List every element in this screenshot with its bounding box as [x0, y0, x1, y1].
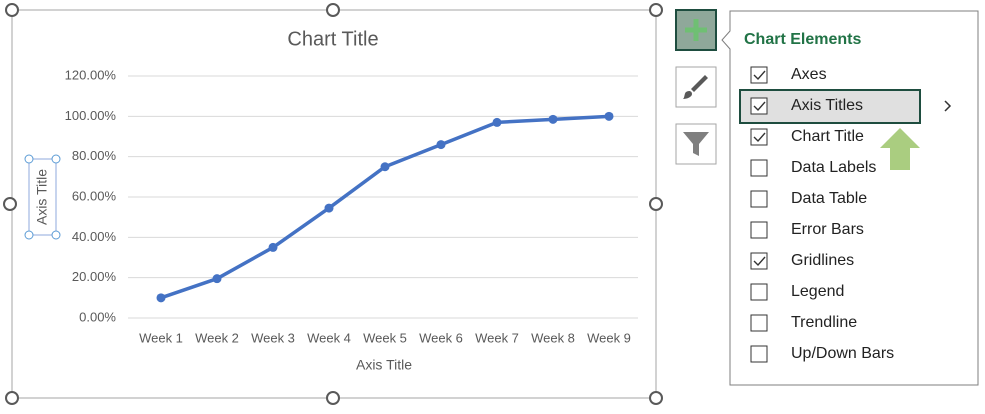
x-tick-label: Week 6: [419, 330, 463, 345]
item-label[interactable]: Trendline: [791, 314, 857, 331]
pointer-arrow: [880, 128, 920, 170]
checkbox[interactable]: [750, 159, 768, 177]
y-tick-label: 100.00%: [65, 108, 117, 123]
item-label[interactable]: Chart Title: [791, 128, 864, 145]
checkmark: [753, 101, 766, 112]
item-label[interactable]: Axis Titles: [791, 97, 863, 114]
plus-icon: [685, 19, 707, 41]
x-tick-label: Week 1: [139, 330, 183, 345]
checkbox[interactable]: [750, 252, 768, 270]
item-label[interactable]: Error Bars: [791, 221, 864, 238]
marker: [436, 140, 446, 150]
item-label[interactable]: Legend: [791, 283, 844, 300]
checkbox[interactable]: [750, 345, 768, 363]
item-label[interactable]: Gridlines: [791, 252, 854, 269]
y-title-selection: [28, 158, 57, 236]
checkmark: [753, 132, 766, 143]
x-tick-label: Week 5: [363, 330, 407, 345]
filter-icon: [683, 132, 709, 156]
checkmark: [753, 70, 766, 81]
x-tick-label: Week 3: [251, 330, 295, 345]
checkbox[interactable]: [750, 190, 768, 208]
x-tick-label: Week 7: [475, 330, 519, 345]
item-label[interactable]: Up/Down Bars: [791, 345, 894, 362]
plot: 0.00% 20.00% 40.00% 60.00% 80.00% 100.00% 120.…: [65, 67, 638, 345]
chart-title[interactable]: Chart Title: [287, 28, 378, 50]
marker: [604, 111, 614, 121]
checkbox[interactable]: [750, 66, 768, 84]
marker: [492, 117, 502, 127]
item-label[interactable]: Data Labels: [791, 159, 876, 176]
checkbox[interactable]: [750, 128, 768, 146]
y-title-handles: [24, 154, 61, 240]
marker: [212, 274, 222, 284]
chart-handles: [3, 3, 663, 405]
checkbox[interactable]: [750, 97, 768, 115]
item-highlight: [739, 89, 921, 124]
x-axis-title[interactable]: Axis Title: [356, 357, 412, 373]
item-label[interactable]: Axes: [791, 66, 827, 83]
checkbox[interactable]: [750, 314, 768, 332]
x-tick-label: Week 4: [307, 330, 351, 345]
y-tick-label: 120.00%: [65, 67, 117, 82]
panel-title: Chart Elements: [744, 31, 861, 48]
side-buttons: [675, 9, 717, 165]
submenu-chevron[interactable]: [944, 100, 952, 112]
y-tick-label: 80.00%: [72, 148, 117, 163]
marker: [156, 293, 166, 303]
y-axis-title[interactable]: Axis Title: [34, 169, 50, 225]
y-tick-label: 20.00%: [72, 269, 117, 284]
x-tick-label: Week 8: [531, 330, 575, 345]
y-tick-label: 0.00%: [79, 309, 116, 324]
y-tick-label: 60.00%: [72, 188, 117, 203]
checkbox[interactable]: [750, 283, 768, 301]
brush-icon: [683, 75, 708, 99]
marker: [548, 114, 558, 124]
marker: [268, 242, 278, 252]
marker: [380, 162, 390, 172]
x-tick-label: Week 9: [587, 330, 631, 345]
item-label[interactable]: Data Table: [791, 190, 867, 207]
panel-items: Axes Axis Titles Chart Title Data Labels Dat…: [739, 66, 952, 363]
marker: [324, 203, 334, 213]
checkmark: [753, 256, 766, 267]
checkbox[interactable]: [750, 221, 768, 239]
x-tick-label: Week 2: [195, 330, 239, 345]
y-tick-label: 40.00%: [72, 229, 117, 244]
